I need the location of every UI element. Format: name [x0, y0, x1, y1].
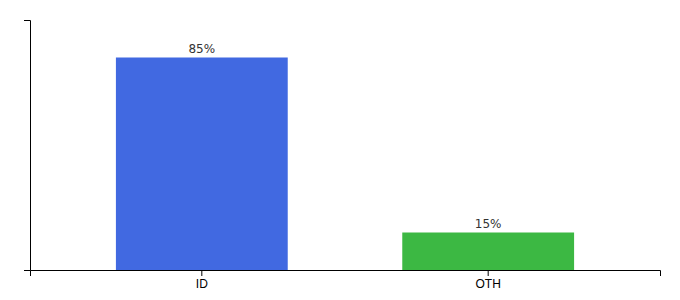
x-axis-line — [31, 271, 661, 277]
x-tick: OTH — [476, 270, 501, 291]
x-tick-label: OTH — [476, 277, 501, 291]
x-tick-mark — [201, 270, 202, 276]
x-tick-label: ID — [196, 277, 208, 291]
data-label: 85% — [188, 42, 215, 56]
data-labels: 85% 15% — [188, 42, 501, 231]
chart: 85% 15% ID OTH — [0, 0, 680, 300]
plot: 85% 15% ID OTH — [24, 21, 661, 291]
x-axis: ID OTH — [31, 270, 661, 291]
bar — [116, 58, 288, 271]
y-axis — [24, 21, 31, 271]
x-tick-mark — [488, 270, 489, 276]
data-label: 15% — [475, 217, 502, 231]
x-tick: ID — [196, 270, 208, 291]
bar — [402, 233, 574, 271]
bars — [116, 58, 574, 271]
y-axis-line — [24, 21, 31, 271]
